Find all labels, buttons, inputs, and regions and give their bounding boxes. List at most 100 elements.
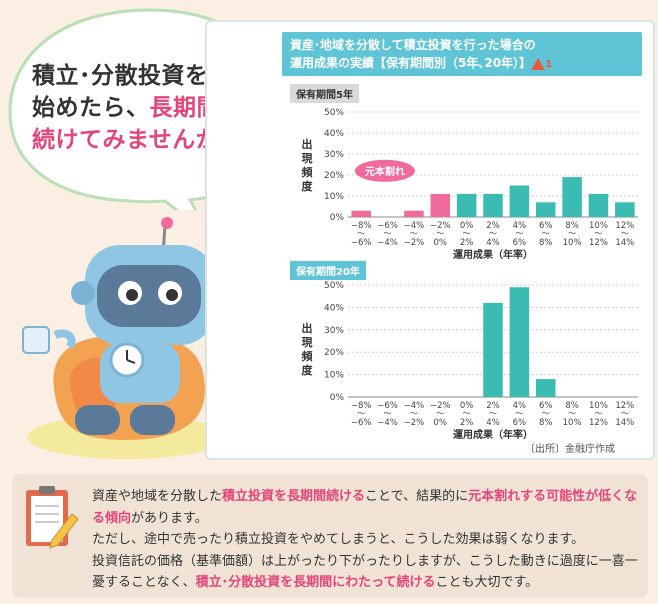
chart-1-bar: [509, 185, 530, 217]
chart-1-ytick-label: 20%: [324, 171, 344, 181]
chart-1-xtick-top: 12%: [615, 221, 634, 231]
chart-1-xtick-top: 0%: [460, 221, 474, 231]
chart-2-xtick-top: −8%: [351, 401, 372, 411]
explanation-p1-d: 元本割れする可能性が低くなる傾向: [92, 489, 638, 526]
chart-1-xtick-top: −8%: [351, 221, 372, 231]
chart-2-ytick-label: 20%: [324, 348, 344, 358]
chart-1-xtick-bottom: 10%: [563, 238, 582, 248]
chart-1-xtick-top: −6%: [377, 221, 398, 231]
chart-panel-title: 資産･地域を分散して積立投資を行った場合の 運用成果の実績【保有期間別（5年､2…: [282, 32, 642, 76]
chart-2-xtick-bottom: 6%: [513, 418, 527, 428]
chart-2-xtick-top: −6%: [377, 401, 398, 411]
chart-1-bar: [535, 202, 556, 217]
chart-1-xtick-bottom: −2%: [404, 238, 425, 248]
chart-2-title: 保有期間20年: [290, 261, 366, 280]
chart-1-ytick-label: 40%: [324, 129, 344, 139]
chart-1-bar: [483, 193, 503, 217]
explanation-p1-c: ことで、結果的に: [365, 489, 469, 504]
chart-2-xtick-tilde: 〜: [463, 409, 471, 418]
explanation-box: [12, 474, 648, 598]
chart-1-xtick-bottom: −4%: [377, 238, 398, 248]
bubble-line-2-plain: 始めたら、: [32, 95, 150, 121]
chart-2-xtick-tilde: 〜: [357, 409, 365, 418]
chart-2-ytick-label: 10%: [324, 371, 344, 381]
chart-2-xtick-tilde: 〜: [489, 409, 497, 418]
chart-panel-title-line-2-text: 運用成果の実績【保有期間別（5年､20年）】: [290, 56, 532, 70]
chart-2-ytick-label: 0%: [330, 393, 345, 403]
chart-2-xtick-bottom: 12%: [589, 418, 608, 428]
chart-2-xtick-top: 2%: [486, 401, 500, 411]
chart-2-bar: [509, 287, 530, 397]
chart-2-xtick-top: 0%: [460, 401, 474, 411]
chart-1-xtick-tilde: 〜: [542, 229, 550, 238]
chart-2-xtick-tilde: 〜: [621, 409, 629, 418]
chart-2-xtick-top: 6%: [539, 401, 553, 411]
chart-1-xtick-tilde: 〜: [357, 229, 365, 238]
chart-2-xtick-top: −4%: [404, 401, 425, 411]
chart-1-xtick-bottom: 12%: [589, 238, 608, 248]
bubble-line-1: 積立･分散投資を: [32, 63, 209, 89]
chart-1-xtick-top: 8%: [565, 221, 579, 231]
clipboard-pencil-icon: [26, 486, 79, 549]
chart-2-xtick-tilde: 〜: [410, 409, 418, 418]
chart-1-ytick-label: 10%: [324, 192, 344, 202]
chart-2-xtick-bottom: 8%: [539, 418, 553, 428]
chart-1-ytick-label: 0%: [330, 213, 345, 223]
chart-1-xtick-bottom: 0%: [434, 238, 448, 248]
chart-1-xtick-tilde: 〜: [594, 229, 602, 238]
warning-icon: [531, 57, 546, 70]
chart-1-xtick-bottom: 6%: [513, 238, 527, 248]
chart-2-xtick-tilde: 〜: [568, 409, 576, 418]
explanation-p1-b: 積立投資を長期間続ける: [222, 489, 366, 504]
chart-panel-title-line-1: 資産･地域を分散して積立投資を行った場合の: [290, 38, 536, 52]
chart-1-xtick-tilde: 〜: [568, 229, 576, 238]
chart-2-bar: [535, 379, 556, 397]
chart-panel-title-line-2: 運用成果の実績【保有期間別（5年､20年）】 1: [290, 54, 634, 74]
chart-2-xlabel: 運用成果（年率）: [453, 428, 533, 441]
chart-2-xtick-bottom: −4%: [377, 418, 398, 428]
chart-2-xtick-bottom: 14%: [615, 418, 634, 428]
explanation-p3-b: 積立･分散投資を長期間にわたって続ける: [195, 575, 436, 590]
chart-1-xtick-bottom: −6%: [351, 238, 372, 248]
chart-1-xtick-tilde: 〜: [463, 229, 471, 238]
explanation-paragraph-1: 資産や地域を分散した積立投資を長期間続けることで、結果的に元本割れする可能性が低…: [92, 486, 648, 529]
chart-2-xtick-top: 10%: [589, 401, 608, 411]
chart-1-xtick-top: 2%: [486, 221, 500, 231]
chart-1-xtick-tilde: 〜: [384, 229, 392, 238]
chart-2-xtick-top: 8%: [565, 401, 579, 411]
chart-2: 0%10%20%30%40%50%−8%〜−6%−6%〜−4%−4%〜−2%−2…: [324, 281, 638, 441]
chart-1-bar: [456, 193, 477, 217]
chart-2-ytick-label: 40%: [324, 303, 344, 313]
chart-2-xtick-bottom: 10%: [563, 418, 582, 428]
chart-1-xtick-tilde: 〜: [489, 229, 497, 238]
source-note: 〔出所〕金融庁作成: [525, 444, 615, 455]
chart-1-bar: [430, 193, 451, 217]
explanation-p1-a: 資産や地域を分散した: [92, 489, 223, 504]
chart-1-bar: [615, 202, 635, 217]
chart-2-xtick-tilde: 〜: [594, 409, 602, 418]
chart-1-bar: [562, 177, 582, 217]
robot-illustration: [22, 217, 229, 459]
chart-2-xtick-bottom: −6%: [351, 418, 372, 428]
chart-1-annotation: 元本割れ: [365, 165, 405, 178]
chart-2-xtick-top: 12%: [615, 401, 634, 411]
explanation-paragraph-2: ただし、途中で売ったり積立投資をやめてしまうと、こうした効果は弱くなります。: [92, 532, 585, 547]
explanation-p1-e: があります。: [131, 510, 208, 526]
explanation-p3-a: 投資信託の価格（基準価額）は上がったり下がったりしますが、こうした動きに過度に一…: [92, 553, 638, 591]
chart-1-bar: [404, 210, 424, 217]
chart-1-ytick-label: 30%: [324, 150, 344, 160]
warning-footnote-number: 1: [545, 59, 553, 70]
chart-1-title: 保有期間5年: [290, 84, 359, 103]
chart-2-xtick-bottom: 4%: [486, 418, 500, 428]
chart-1-xtick-tilde: 〜: [436, 229, 444, 238]
chart-1-xtick-bottom: 8%: [539, 238, 553, 248]
chart-2-ytick-label: 50%: [324, 281, 344, 291]
chart-1-xtick-bottom: 2%: [460, 238, 474, 248]
chart-2-bar: [483, 302, 503, 397]
chart-2-xtick-bottom: −2%: [404, 418, 425, 428]
chart-1-xtick-top: −2%: [430, 221, 451, 231]
chart-1-xtick-bottom: 14%: [615, 238, 634, 248]
chart-2-xtick-tilde: 〜: [384, 409, 392, 418]
chart-2-xtick-top: −2%: [430, 401, 451, 411]
explanation-paragraph-3: 投資信託の価格（基準価額）は上がったり下がったりしますが、こうした動きに過度に一…: [92, 551, 648, 594]
